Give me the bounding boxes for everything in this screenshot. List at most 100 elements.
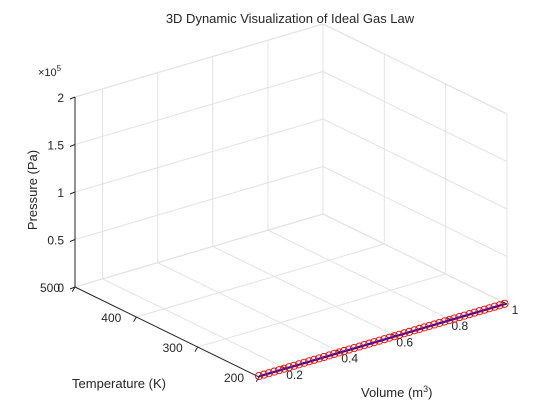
data-point-marker (490, 302, 499, 311)
data-point-marker (264, 369, 273, 378)
grid-wall-z-x (74, 71, 324, 145)
grid-wall-z-y (322, 166, 508, 257)
z-tick (69, 191, 76, 195)
data-point-marker (330, 349, 339, 358)
y-tick (194, 346, 199, 352)
data-point-marker (370, 338, 379, 347)
data-point-marker (435, 318, 444, 327)
data-point-marker (485, 304, 494, 313)
grid-floor-y (197, 273, 446, 348)
data-point-marker (300, 358, 309, 367)
data-point-marker (335, 348, 344, 357)
y-axis-line (74, 286, 260, 378)
y-tick-label: 400 (101, 311, 121, 325)
z-tick-label: 0 (57, 281, 64, 295)
data-point-marker (470, 308, 479, 317)
y-axis-label: Temperature (K) (72, 376, 166, 391)
data-point-marker (319, 352, 329, 361)
z-axis-label: Pressure (Pa) (25, 150, 40, 230)
grid-floor-x (212, 245, 397, 337)
y-tick-label: 500 (40, 281, 60, 295)
grid-wall-z-x (74, 166, 324, 240)
data-point-marker (305, 357, 314, 366)
grid-wall-z-y (322, 71, 508, 162)
data-point-marker (420, 323, 429, 332)
axis-lines (74, 97, 508, 378)
z-axis-exponent: ×105 (38, 64, 62, 79)
data-point-marker (425, 321, 434, 330)
data-point-marker (445, 315, 454, 325)
data-point-marker (380, 335, 389, 344)
data-point-marker (405, 327, 414, 336)
data-point-marker (280, 364, 289, 373)
z-tick (69, 286, 76, 290)
data-point-marker (390, 332, 399, 341)
data-series (254, 299, 509, 381)
z-tick-label: 1.5 (47, 139, 64, 153)
data-point-marker (270, 367, 279, 376)
data-point-marker (284, 363, 294, 372)
data-point-marker (415, 324, 424, 333)
data-point-marker (350, 344, 359, 353)
data-point-marker (360, 341, 369, 350)
data-point-marker (315, 354, 324, 363)
data-point-marker (375, 336, 384, 345)
grid-wall-z-x (74, 118, 324, 193)
z-tick (69, 239, 76, 242)
data-point-marker (254, 371, 264, 381)
grid-floor-y (136, 243, 385, 318)
x-tick-label: 1 (512, 303, 519, 317)
series-line (258, 303, 505, 377)
grid-floor-x (157, 262, 342, 354)
data-point-marker (259, 370, 269, 379)
y-tick-label: 200 (224, 371, 244, 385)
grid-wall-z-x (74, 23, 324, 98)
data-point-marker (455, 313, 464, 322)
data-point-marker (289, 361, 299, 370)
data-point-marker (460, 311, 469, 320)
data-point-marker (400, 329, 409, 338)
y-tick (133, 316, 137, 322)
grid-wall-z-x (74, 213, 324, 288)
x-tick (501, 300, 508, 305)
data-point-marker (275, 366, 284, 375)
data-point-marker (310, 355, 319, 364)
data-point-marker (475, 307, 484, 316)
data-point-marker (385, 333, 394, 342)
grid-wall-z-y (322, 118, 508, 210)
data-point-marker (480, 305, 489, 314)
grid-floor-x (102, 278, 287, 370)
data-point-marker (410, 326, 419, 335)
data-point-marker (495, 301, 504, 310)
data-point-marker (430, 320, 439, 329)
z-tick (69, 96, 76, 100)
data-point-marker (325, 351, 334, 360)
z-tick-label: 2 (57, 91, 64, 105)
x-tick-label: 0.2 (286, 368, 303, 382)
data-point-marker (345, 345, 354, 354)
data-point-marker (340, 346, 349, 356)
z-tick-label: 0.5 (47, 234, 64, 248)
data-point-marker (355, 342, 364, 351)
z-tick (69, 144, 76, 147)
x-axis-label: Volume (m3) (361, 384, 433, 400)
chart-title: 3D Dynamic Visualization of Ideal Gas La… (166, 11, 415, 26)
y-tick (71, 286, 76, 292)
y-tick-label: 300 (163, 341, 183, 355)
grid-lines (74, 23, 508, 378)
grid-wall-z-y (322, 23, 508, 115)
data-point-marker (465, 310, 474, 319)
tick-marks (69, 96, 508, 382)
axis-panes (74, 23, 508, 305)
data-point-marker (440, 317, 449, 326)
data-point-marker (500, 299, 509, 308)
x-tick-label: 0.4 (341, 352, 358, 366)
data-point-marker (365, 339, 374, 348)
grid-floor-x (267, 229, 453, 321)
data-point-marker (294, 360, 304, 369)
z-tick-label: 1 (57, 186, 64, 200)
x-tick-label: 0.6 (396, 335, 413, 349)
x-tick-label: 0.8 (452, 319, 469, 333)
